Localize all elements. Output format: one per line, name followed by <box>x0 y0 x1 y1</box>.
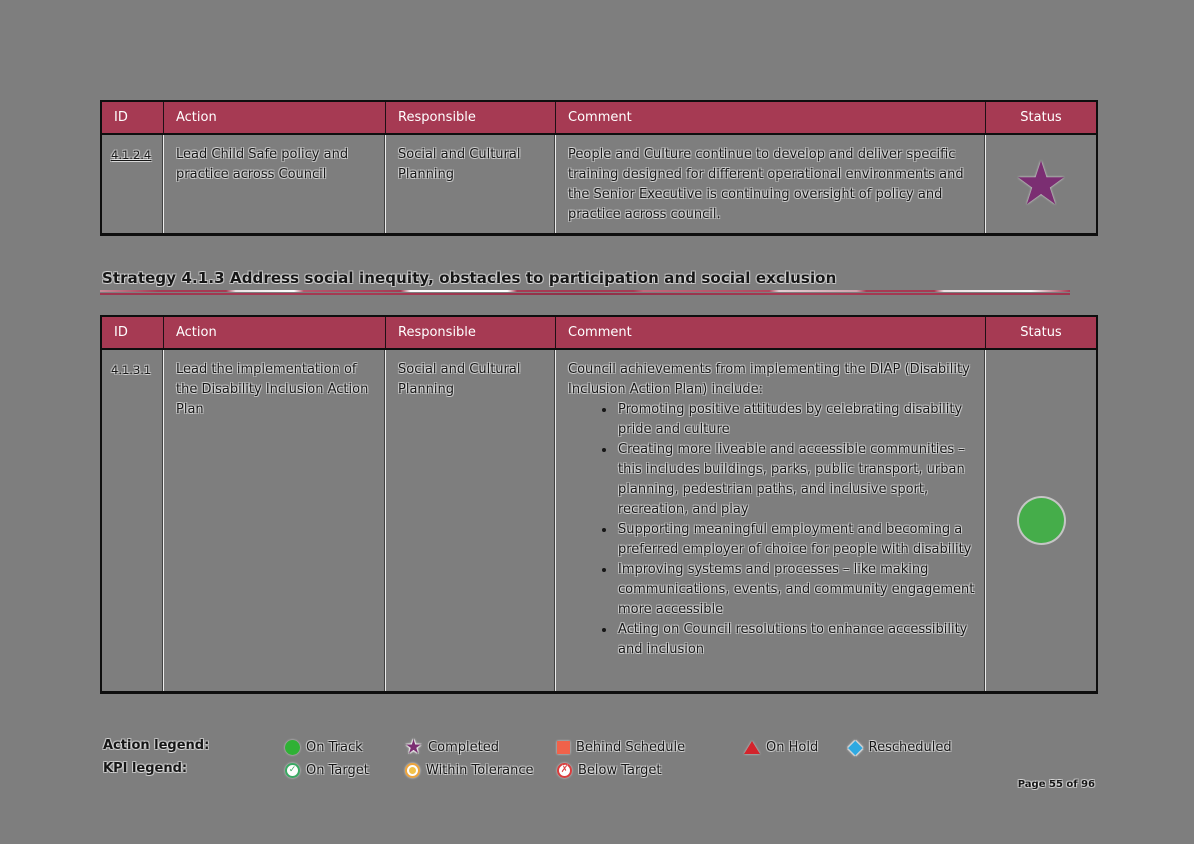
star-purple-completed-icon: ★ <box>1014 149 1068 219</box>
comment-bullet-list: Promoting positive attitudes by celebrat… <box>568 400 975 660</box>
circle-green-icon <box>285 740 300 755</box>
responsible-cell: Social and Cultural Planning <box>385 135 555 233</box>
legend-item-completed: ★ Completed <box>405 735 499 758</box>
action-id-text: 4.1.3.1 <box>111 363 152 377</box>
action-id-cell: 4.1.3.1 <box>102 350 163 691</box>
action-table-1: ID Action Responsible Comment Status 4.1… <box>100 100 1098 236</box>
legend-item-label: On Hold <box>766 740 819 755</box>
strategy-divider <box>100 290 1070 295</box>
legend-item-label: Within Tolerance <box>426 763 534 778</box>
status-cell <box>985 350 1096 691</box>
circle-green-on-track-icon <box>1018 498 1064 543</box>
legend-item-rescheduled: ◆ Rescheduled <box>848 735 952 758</box>
circle-x-red-icon: ✗ <box>557 763 572 778</box>
header-action: Action <box>163 102 385 133</box>
legend-item-on-track: On Track <box>285 739 363 756</box>
legend-item-within-tolerance: Within Tolerance <box>405 762 534 779</box>
comment-intro: Council achievements from implementing t… <box>568 362 970 397</box>
header-status: Status <box>985 102 1096 133</box>
header-comment: Comment <box>555 317 985 348</box>
action-legend-label: Action legend: <box>103 738 210 753</box>
responsible-cell: Social and Cultural Planning <box>385 350 555 691</box>
action-id-cell: 4.1.2.4 <box>102 135 163 233</box>
action-cell: Lead the implementation of the Disabilit… <box>163 350 385 691</box>
header-id: ID <box>114 110 128 125</box>
square-orange-icon <box>557 741 570 754</box>
action-cell: Lead Child Safe policy and practice acro… <box>163 135 385 233</box>
strategy-heading: Strategy 4.1.3 Address social inequity, … <box>102 269 837 287</box>
comment-bullet: Acting on Council resolutions to enhance… <box>616 620 975 660</box>
divider-line-bottom <box>100 293 1070 295</box>
header-id: ID <box>114 325 128 340</box>
legend-item-on-target: ✓ On Target <box>285 762 369 779</box>
page-number: Page 55 of 96 <box>1017 779 1095 790</box>
divider-line-top <box>100 290 1070 292</box>
triangle-red-icon <box>744 741 760 754</box>
comment-bullet: Supporting meaningful employment and bec… <box>616 520 975 560</box>
legend-item-label: Rescheduled <box>868 740 952 755</box>
legend-item-behind-schedule: Behind Schedule <box>557 739 685 756</box>
kpi-legend-label: KPI legend: <box>103 761 188 776</box>
table-row: 4.1.3.1 Lead the implementation of the D… <box>102 350 1096 691</box>
action-id-link[interactable]: 4.1.2.4 <box>111 148 152 162</box>
header-status: Status <box>985 317 1096 348</box>
legend-item-on-hold: On Hold <box>744 739 818 756</box>
legend-item-label: Behind Schedule <box>576 740 686 755</box>
header-action: Action <box>163 317 385 348</box>
star-purple-icon: ★ <box>405 735 423 758</box>
table-row: 4.1.2.4 Lead Child Safe policy and pract… <box>102 135 1096 233</box>
table-header-row: ID Action Responsible Comment Status <box>102 102 1096 135</box>
comment-cell: People and Culture continue to develop a… <box>555 135 985 233</box>
status-cell: ★ <box>985 135 1096 233</box>
circle-ring-yellow-icon <box>405 763 420 778</box>
diamond-blue-icon: ◆ <box>848 735 863 758</box>
comment-cell: Council achievements from implementing t… <box>555 350 985 691</box>
comment-bullet: Improving systems and processes – like m… <box>616 560 975 620</box>
header-responsible: Responsible <box>385 317 555 348</box>
comment-bullet: Creating more liveable and accessible co… <box>616 440 975 520</box>
legend-item-label: On Track <box>306 740 363 755</box>
header-comment: Comment <box>555 102 985 133</box>
action-table-2: ID Action Responsible Comment Status 4.1… <box>100 315 1098 694</box>
header-responsible: Responsible <box>385 102 555 133</box>
legend-item-label: Below Target <box>578 763 662 778</box>
legend-item-label: On Target <box>306 763 369 778</box>
circle-check-green-icon: ✓ <box>285 763 300 778</box>
legend-item-label: Completed <box>428 740 499 755</box>
comment-bullet: Promoting positive attitudes by celebrat… <box>616 400 975 440</box>
table-header-row: ID Action Responsible Comment Status <box>102 317 1096 350</box>
legend-item-below-target: ✗ Below Target <box>557 762 661 779</box>
